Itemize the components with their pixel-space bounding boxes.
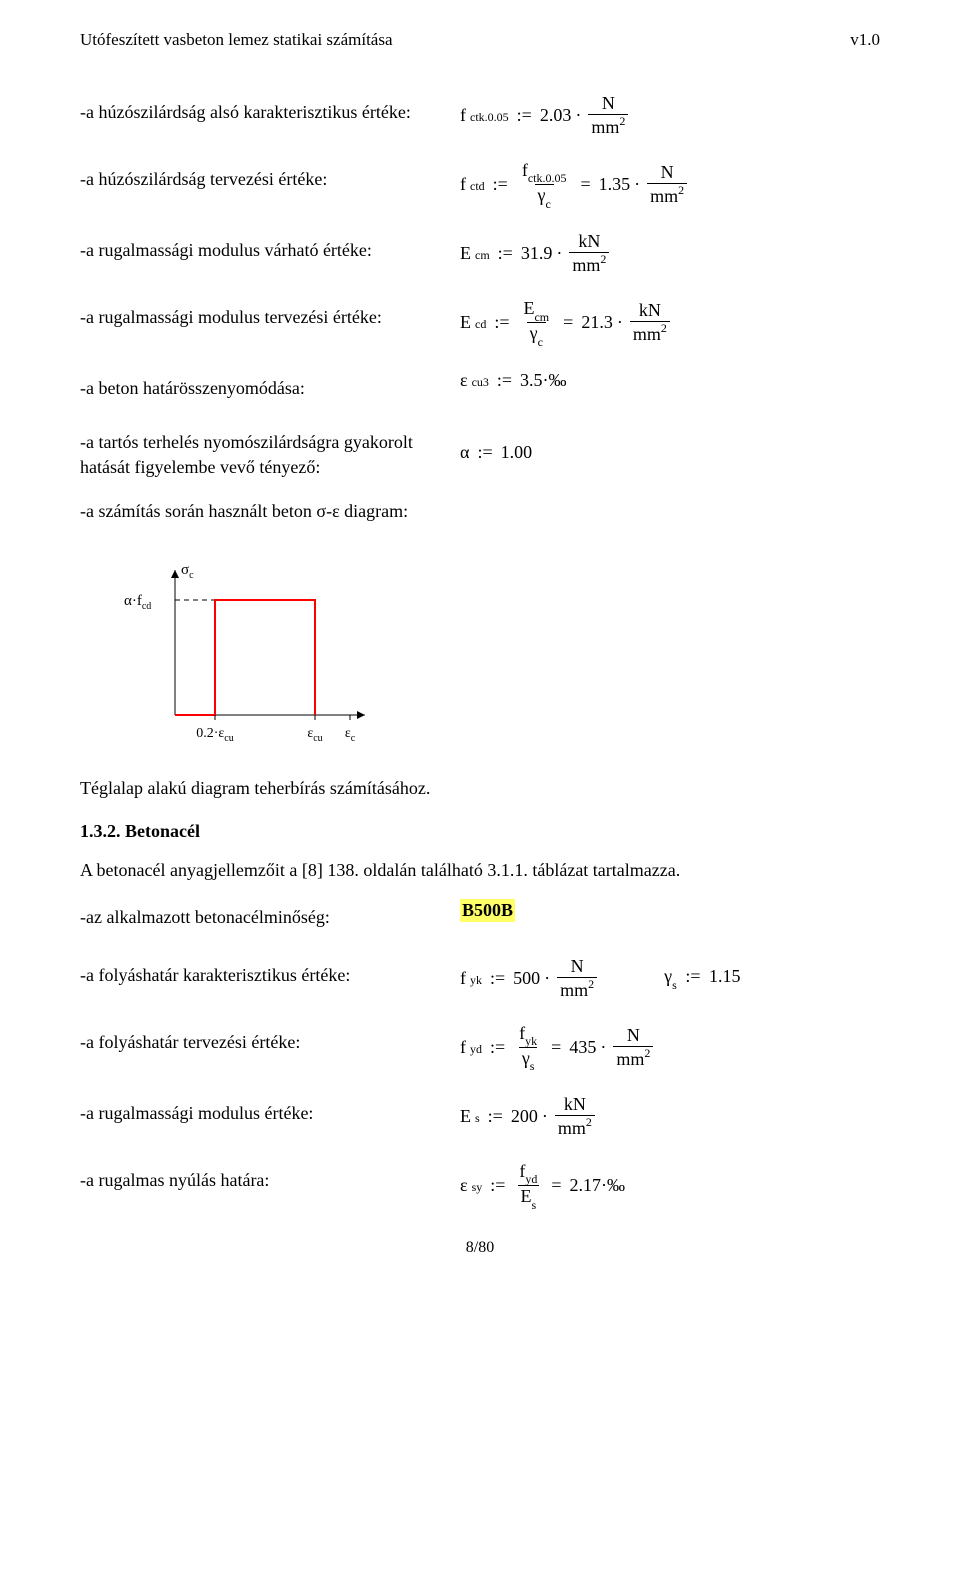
row-fyk: -a folyáshatár karakterisztikus értéke: …: [80, 957, 880, 1000]
svg-text:α·fcd: α·fcd: [124, 593, 151, 612]
row-ecu3: -a beton határösszenyomódása: εcu3 := 3.…: [80, 370, 880, 410]
eq-value: 2.03: [540, 105, 572, 126]
header-title-right: v1.0: [850, 30, 880, 50]
svg-text:εc: εc: [345, 726, 356, 744]
eq-symbol: f: [460, 105, 466, 126]
assign-op: :=: [517, 105, 532, 126]
row-fyd: -a folyáshatár tervezési értéke: fyd := …: [80, 1024, 880, 1071]
row-label: -a húzószilárdság alsó karakterisztikus …: [80, 94, 460, 123]
row-alpha: -a tartós terhelés nyomószilárdságra gya…: [80, 428, 880, 479]
row-label: -a tartós terhelés nyomószilárdságra gya…: [80, 428, 460, 479]
row-label: -a rugalmassági modulus értéke:: [80, 1095, 460, 1124]
row-equation: fctd := fctk.0.05 γc = 1.35· N mm2: [460, 161, 880, 208]
row-diagram-intro: -a számítás során használt beton σ-ε dia…: [80, 497, 880, 537]
row-label: -a beton határösszenyomódása:: [80, 370, 460, 399]
page: Utófeszített vasbeton lemez statikai szá…: [0, 0, 960, 1297]
svg-text:σc: σc: [181, 562, 194, 581]
row-equation: fyd := fyk γs = 435· N mm2: [460, 1024, 880, 1071]
row-Ecd: -a rugalmassági modulus tervezési értéke…: [80, 299, 880, 346]
row-label: -a rugalmassági modulus tervezési értéke…: [80, 299, 460, 328]
eq-subscript: ctk.0.05: [470, 110, 509, 125]
row-Ecm: -a rugalmassági modulus várható értéke: …: [80, 232, 880, 275]
row-label: -a húzószilárdság tervezési értéke:: [80, 161, 460, 190]
row-Es: -a rugalmassági modulus értéke: Es := 20…: [80, 1095, 880, 1138]
svg-text:εcu: εcu: [307, 726, 322, 744]
diagram-caption: Téglalap alakú diagram teherbírás számít…: [80, 778, 880, 799]
eq-fraction: fctk.0.05 γc: [519, 161, 570, 208]
page-header: Utófeszített vasbeton lemez statikai szá…: [80, 30, 880, 50]
unit-fraction: N mm2: [588, 94, 628, 137]
row-equation: fctk.0.05 := 2.03· N mm2: [460, 94, 880, 137]
gamma-s-eq: γs := 1.15: [664, 966, 740, 991]
row-esy: -a rugalmas nyúlás határa: εsy := fyd Es…: [80, 1162, 880, 1209]
section-heading: 1.3.2. Betonacél: [80, 821, 880, 842]
row-fctd: -a húzószilárdság tervezési értéke: fctd…: [80, 161, 880, 208]
row-equation: α := 1.00: [460, 428, 880, 463]
row-label: -a rugalmas nyúlás határa:: [80, 1162, 460, 1191]
row-label: -az alkalmazott betonacélminőség:: [80, 899, 460, 928]
row-label: -a folyáshatár karakterisztikus értéke:: [80, 957, 460, 986]
row-equation: Ecm := 31.9· kN mm2: [460, 232, 880, 275]
row-fctk: -a húzószilárdság alsó karakterisztikus …: [80, 94, 880, 137]
row-equation: εsy := fyd Es = 2.17·‰: [460, 1162, 880, 1209]
header-title-left: Utófeszített vasbeton lemez statikai szá…: [80, 30, 393, 50]
body-paragraph: A betonacél anyagjellemzőit a [8] 138. o…: [80, 860, 880, 881]
row-equation: Es := 200· kN mm2: [460, 1095, 880, 1138]
svg-text:0.2·εcu: 0.2·εcu: [196, 726, 234, 744]
diagram-svg: σc α·fcd 0.2·εcu εcu εc: [120, 555, 380, 755]
row-label: -a számítás során használt beton σ-ε dia…: [80, 497, 880, 523]
row-label: -a rugalmassági modulus várható értéke:: [80, 232, 460, 261]
row-equation: Ecd := Ecm γc = 21.3· kN mm2: [460, 299, 880, 346]
sigma-epsilon-diagram: σc α·fcd 0.2·εcu εcu εc: [120, 555, 880, 760]
unit-fraction: N mm2: [647, 163, 687, 206]
row-steel-quality: -az alkalmazott betonacélminőség: B500B: [80, 899, 880, 939]
row-equation: εcu3 := 3.5·‰: [460, 370, 880, 391]
row-value: B500B: [460, 899, 880, 922]
row-equation: fyk := 500· N mm2 γs := 1.15: [460, 957, 880, 1000]
row-label: -a folyáshatár tervezési értéke:: [80, 1024, 460, 1053]
page-number: 8/80: [80, 1239, 880, 1257]
steel-quality-highlight: B500B: [460, 899, 515, 922]
